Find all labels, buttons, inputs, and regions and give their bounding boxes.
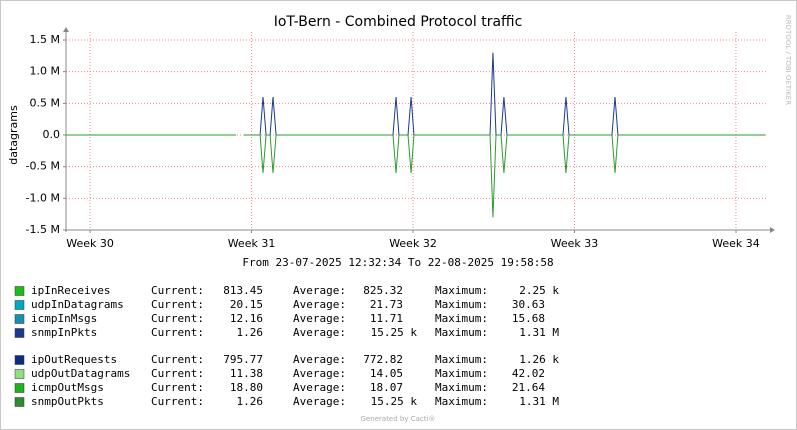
x-tick-label: Week 31 xyxy=(228,237,276,250)
watermark: RRDTOOL / TOBI OETIKER xyxy=(784,15,792,105)
legend-value: 42.02 xyxy=(512,367,545,380)
legend-value: 813.45 xyxy=(223,284,263,297)
legend-name: snmpOutPkts xyxy=(31,395,104,408)
y-axis-label: datagrams xyxy=(7,105,20,165)
legend-header: Average: xyxy=(293,367,346,380)
legend-value: 21.64 xyxy=(512,381,545,394)
legend-header: Maximum: xyxy=(435,381,488,394)
y-axis-arrow xyxy=(63,27,69,32)
legend-header: Average: xyxy=(293,395,346,408)
legend-swatch xyxy=(14,328,25,338)
legend-header: Maximum: xyxy=(435,326,488,339)
legend-value: 11.38 xyxy=(230,367,263,380)
legend-name: udpOutDatagrams xyxy=(31,367,130,380)
legend-header: Current: xyxy=(151,353,204,366)
legend-value: 11.71 xyxy=(370,312,403,325)
legend-header: Average: xyxy=(293,312,346,325)
legend-value: 20.15 xyxy=(230,298,263,311)
legend-swatch xyxy=(14,286,25,296)
period: From 23-07-2025 12:32:34 To 22-08-2025 1… xyxy=(242,256,553,269)
legend-header: Current: xyxy=(151,395,204,408)
legend-value: 825.32 xyxy=(363,284,403,297)
x-tick-label: Week 30 xyxy=(66,237,114,250)
y-tick-label: -1.0 M xyxy=(26,191,60,204)
legend-header: Current: xyxy=(151,284,204,297)
legend-value: 12.16 xyxy=(230,312,263,325)
legend-value: 15.68 xyxy=(512,312,545,325)
legend-name: ipOutRequests xyxy=(31,353,117,366)
legend-value: 1.26 xyxy=(237,395,264,408)
legend-value: 795.77 xyxy=(223,353,263,366)
y-tick-label: 0.5 M xyxy=(30,96,60,109)
legend-swatch xyxy=(14,369,25,379)
legend-value: 18.80 xyxy=(230,381,263,394)
legend-name: udpInDatagrams xyxy=(31,298,124,311)
legend-header: Current: xyxy=(151,326,204,339)
y-tick-label: 1.5 M xyxy=(30,33,60,46)
legend-header: Average: xyxy=(293,381,346,394)
y-tick-label: -0.5 M xyxy=(26,160,60,173)
legend-value: 14.05 xyxy=(370,367,403,380)
legend-header: Maximum: xyxy=(435,353,488,366)
chart-title: IoT-Bern - Combined Protocol traffic xyxy=(274,14,523,30)
y-tick-label: 0.0 xyxy=(43,128,61,141)
legend-value: 21.73 xyxy=(370,298,403,311)
legend-swatch xyxy=(14,300,25,310)
legend-header: Current: xyxy=(151,367,204,380)
legend-header: Maximum: xyxy=(435,367,488,380)
legend-value: 1.26 k xyxy=(519,353,559,366)
legend-header: Average: xyxy=(293,298,346,311)
x-tick-label: Week 34 xyxy=(712,237,760,250)
plot-area xyxy=(66,32,766,230)
legend-swatch xyxy=(14,314,25,324)
x-tick-label: Week 32 xyxy=(389,237,437,250)
legend-header: Average: xyxy=(293,284,346,297)
legend-header: Current: xyxy=(151,298,204,311)
legend-name: ipInReceives xyxy=(31,284,110,297)
x-tick-label: Week 33 xyxy=(551,237,599,250)
series-line xyxy=(66,134,766,218)
legend-swatch xyxy=(14,383,25,393)
legend-header: Current: xyxy=(151,381,204,394)
y-tick-label: -1.5 M xyxy=(26,223,60,236)
legend-value: 772.82 xyxy=(363,353,403,366)
legend-header: Current: xyxy=(151,312,204,325)
legend-name: icmpOutMsgs xyxy=(31,381,104,394)
legend-header: Maximum: xyxy=(435,395,488,408)
legend-value: 15.25 k xyxy=(371,326,418,339)
legend-header: Maximum: xyxy=(435,298,488,311)
x-axis-arrow xyxy=(770,227,775,233)
legend-value: 15.25 k xyxy=(371,395,418,408)
legend-header: Average: xyxy=(293,326,346,339)
legend-header: Maximum: xyxy=(435,312,488,325)
legend-header: Average: xyxy=(293,353,346,366)
legend-value: 2.25 k xyxy=(519,284,559,297)
legend-value: 1.31 M xyxy=(519,326,559,339)
legend-name: icmpInMsgs xyxy=(31,312,97,325)
y-tick-label: 1.0 M xyxy=(30,65,60,78)
credit: Generated by Cacti® xyxy=(361,415,436,423)
legend-swatch xyxy=(14,355,25,365)
legend-value: 18.07 xyxy=(370,381,403,394)
legend-value: 1.31 M xyxy=(519,395,559,408)
legend-swatch xyxy=(14,397,25,407)
legend-name: snmpInPkts xyxy=(31,326,97,339)
legend-header: Maximum: xyxy=(435,284,488,297)
legend-value: 1.26 xyxy=(237,326,264,339)
legend-value: 30.63 xyxy=(512,298,545,311)
